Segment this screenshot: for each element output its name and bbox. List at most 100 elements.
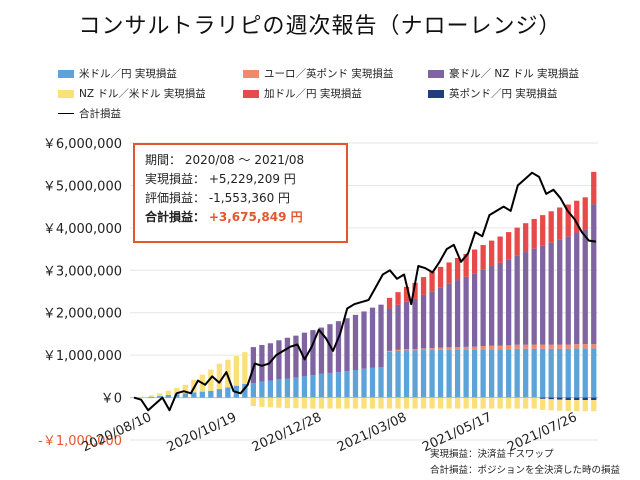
bar-segment [531, 397, 537, 409]
bar-segment [174, 394, 180, 398]
bar-segment [480, 245, 486, 270]
bar-segment [437, 287, 444, 348]
bar-segment [565, 236, 571, 345]
legend-swatch [58, 69, 74, 78]
bar-segment [310, 330, 316, 376]
bar-segment [352, 397, 359, 409]
bar-segment [582, 400, 588, 412]
bar-segment [284, 337, 291, 379]
legend-label: NZ ドル／米ドル 実現損益 [79, 88, 206, 100]
bars [140, 171, 597, 412]
bar-segment [437, 349, 444, 398]
bar-segment [574, 400, 580, 412]
bar-segment [395, 397, 401, 409]
legend-item-audnzd: 豪ドル／ NZ ドル 実現損益 [428, 66, 579, 81]
y-tick-label: ￥2,000,000 [43, 307, 122, 322]
bar-segment [480, 397, 486, 409]
y-tick-label: ￥4,000,000 [43, 222, 122, 237]
legend-label: ユーロ／英ポンド 実現損益 [264, 68, 394, 80]
bar-segment [199, 391, 205, 398]
bar-segment [369, 367, 376, 398]
bar-segment [471, 346, 478, 350]
bar-segment [574, 200, 580, 233]
bar-segment [506, 345, 512, 350]
bar-segment [488, 240, 495, 267]
bar-segment [446, 347, 452, 350]
bar-segment [344, 318, 350, 372]
bar-segment [148, 396, 154, 398]
bar-segment [565, 400, 571, 412]
bar-segment [497, 236, 503, 263]
bar-segment [420, 348, 427, 351]
bar-segment [335, 372, 342, 398]
bar-segment [480, 349, 486, 398]
bar-segment [488, 345, 495, 350]
bar-segment [420, 294, 427, 349]
bar-segment [523, 223, 529, 253]
bar-segment [259, 397, 265, 407]
bar-segment [395, 292, 401, 305]
total-row: 合計損益： +3,675,849 円 [145, 208, 346, 227]
bar-segment [318, 327, 325, 374]
bar-segment [361, 368, 367, 398]
x-tick-label: 2020/10/19 [165, 410, 239, 455]
bar-segment [208, 369, 214, 391]
bar-segment [548, 344, 554, 349]
bar-segment [557, 348, 563, 398]
bar-segment [565, 348, 571, 398]
bar-segment [514, 344, 520, 349]
legend-label: 英ポンド／円 実現損益 [449, 88, 558, 100]
bar-segment [497, 345, 503, 350]
bar-segment [429, 348, 435, 351]
bar-segment [310, 375, 316, 398]
bar-segment [514, 255, 520, 345]
bar-segment [591, 344, 597, 349]
bar-segment [369, 307, 376, 368]
bar-segment [531, 248, 537, 345]
bar-segment [471, 349, 478, 398]
bar-segment [591, 204, 597, 345]
bar-segment [523, 348, 529, 398]
bar-segment [471, 273, 478, 347]
bar-segment [378, 397, 384, 409]
bar-segment [557, 399, 563, 411]
bar-segment [412, 397, 418, 409]
bar-segment [395, 349, 401, 351]
bar-segment [548, 399, 554, 411]
bar-segment [420, 350, 427, 398]
bar-segment [395, 304, 401, 350]
bar-segment [506, 232, 512, 260]
note-realized: 実現損益：決済益＋スワップ [430, 449, 554, 460]
bar-segment [276, 379, 282, 398]
bar-segment [471, 249, 478, 274]
bar-segment [395, 350, 401, 398]
bar-segment [233, 355, 240, 386]
y-axis: -￥1,000,000 ￥0 ￥1,000,000 ￥2,000,000 ￥3,000,… [38, 137, 122, 449]
bar-segment [514, 397, 520, 409]
bar-segment [454, 280, 461, 348]
bar-segment [506, 259, 512, 346]
bar-segment [454, 257, 461, 281]
bar-segment [454, 347, 461, 350]
bar-segment [429, 397, 435, 409]
bar-segment [591, 171, 597, 205]
legend-line-swatch [58, 113, 74, 114]
bar-segment [208, 390, 214, 398]
bar-segment [157, 393, 163, 396]
bar-segment [242, 383, 248, 398]
bar-segment [310, 397, 316, 409]
summary-box: 期間： 2020/08 ～ 2021/08 実現損益： +5,229,209 円… [133, 143, 348, 243]
bar-segment [574, 397, 580, 401]
bar-segment [506, 349, 512, 398]
bar-segment [335, 397, 342, 409]
bar-segment [548, 242, 554, 345]
bar-segment [488, 349, 495, 398]
legend-item-total: 合計損益 [58, 106, 121, 121]
legend-item-nzdusd: NZ ドル／米ドル 実現損益 [58, 86, 206, 101]
period-value: 2020/08 ～ 2021/08 [184, 153, 305, 167]
bar-segment [565, 204, 571, 237]
y-tick-label: ￥0 [101, 392, 122, 407]
bar-segment [497, 397, 503, 409]
legend-swatch [428, 89, 444, 98]
x-tick-label: 2020/12/28 [250, 410, 324, 455]
